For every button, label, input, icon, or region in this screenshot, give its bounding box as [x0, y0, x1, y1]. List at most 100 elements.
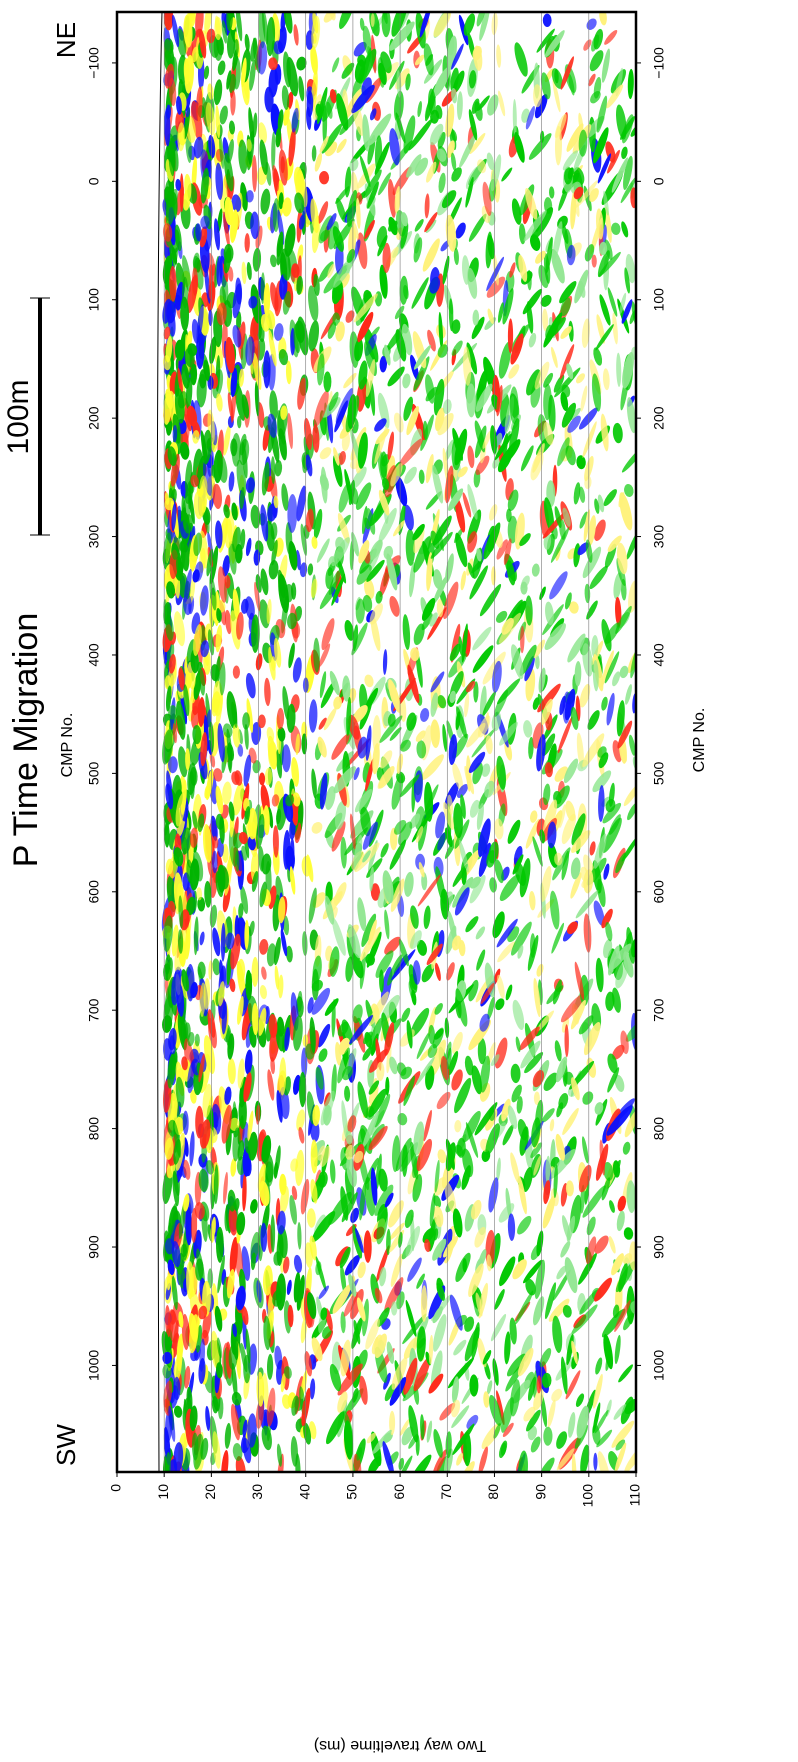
seismic-wavelet	[468, 751, 486, 774]
seismic-wavelet	[318, 201, 329, 224]
seismic-wavelet	[556, 1448, 575, 1471]
seismic-wavelet	[536, 28, 555, 53]
seismic-wavelet	[203, 65, 210, 80]
seismic-wavelet	[604, 29, 618, 45]
seismic-wavelet	[319, 772, 328, 810]
seismic-wavelet	[178, 1311, 184, 1328]
seismic-wavelet	[621, 114, 634, 144]
seismic-wavelet	[389, 1410, 396, 1436]
seismic-wavelet	[595, 324, 614, 351]
seismic-wavelet	[316, 538, 330, 563]
seismic-wavelet	[203, 359, 210, 381]
seismic-wavelet	[380, 843, 389, 858]
seismic-wavelet	[389, 839, 407, 870]
seismic-wavelet	[244, 1137, 250, 1154]
seismic-wavelet	[175, 1076, 185, 1108]
seismic-wavelet	[453, 527, 464, 544]
seismic-wavelet	[533, 84, 542, 108]
seismic-wavelet	[241, 394, 250, 419]
seismic-wavelet	[423, 905, 431, 930]
seismic-wavelet	[539, 130, 545, 143]
seismic-wavelet	[591, 635, 599, 658]
seismic-wavelet	[588, 73, 596, 87]
seismic-wavelet	[485, 231, 493, 269]
seismic-wavelet	[625, 684, 632, 705]
seismic-wavelet	[493, 689, 509, 717]
seismic-wavelet	[252, 247, 262, 272]
seismic-wavelet	[584, 244, 595, 262]
seismic-wavelet	[508, 364, 520, 379]
seismic-wavelet	[451, 935, 462, 951]
seismic-wavelet	[348, 1273, 357, 1297]
seismic-wavelet	[507, 1213, 516, 1241]
y-axis-label: Two way traveltime (ms)	[314, 1737, 486, 1754]
seismic-wavelet	[310, 44, 318, 75]
seismic-wavelet	[377, 392, 390, 429]
seismic-wavelet	[286, 703, 296, 733]
seismic-wavelet	[389, 727, 402, 741]
seismic-wavelet	[411, 989, 417, 1006]
seismic-wavelet	[614, 1074, 625, 1092]
seismic-wavelet	[595, 208, 604, 240]
seismic-wavelet	[183, 684, 190, 717]
seismic-wavelet	[294, 192, 305, 214]
seismic-wavelet	[185, 459, 193, 497]
seismic-wavelet	[561, 222, 569, 244]
seismic-wavelet	[280, 248, 291, 281]
seismic-wavelet	[378, 1168, 388, 1192]
seismic-wavelet	[329, 1159, 336, 1184]
seismic-wavelet	[496, 385, 503, 417]
seismic-wavelet	[601, 48, 611, 83]
seismic-wavelet	[340, 1311, 346, 1334]
seismic-wavelet	[607, 1067, 620, 1093]
seismic-wavelet	[331, 537, 350, 567]
seismic-wavelet	[495, 998, 505, 1011]
x-tick-label: 700	[86, 998, 102, 1022]
seismic-wavelet	[186, 1261, 194, 1300]
seismic-wavelet	[580, 1444, 590, 1472]
seismic-wavelet	[272, 1289, 283, 1307]
seismic-wavelet	[458, 839, 469, 873]
seismic-wavelet	[424, 1238, 431, 1253]
seismic-wavelet	[519, 533, 531, 547]
seismic-wavelet	[569, 601, 579, 614]
seismic-wavelet	[376, 1061, 385, 1082]
seismic-wavelet	[279, 1173, 287, 1196]
seismic-wavelet	[413, 345, 431, 370]
seismic-wavelet	[620, 1030, 629, 1055]
x-tick-label: 400	[651, 643, 667, 667]
seismic-wavelet	[288, 642, 295, 669]
seismic-wavelet	[184, 1365, 191, 1389]
seismic-wavelet	[331, 999, 336, 1038]
seismic-wavelet	[321, 618, 335, 651]
seismic-wavelet	[462, 492, 472, 518]
seismic-wavelet	[237, 1140, 245, 1161]
seismic-wavelet	[433, 574, 449, 604]
seismic-wavelet	[362, 1046, 373, 1061]
seismic-wavelet	[597, 878, 606, 908]
seismic-wavelet	[399, 739, 411, 752]
seismic-wavelet	[227, 1033, 235, 1060]
seismic-wavelet	[420, 1285, 428, 1322]
seismic-wavelet	[379, 715, 403, 743]
seismic-wavelet	[382, 242, 391, 273]
seismic-wavelet	[554, 69, 559, 84]
y-tick-label: 50	[344, 1484, 360, 1500]
seismic-wavelet	[336, 138, 347, 154]
seismic-wavelet	[274, 323, 284, 341]
seismic-wavelet	[603, 1333, 614, 1370]
seismic-wavelet	[492, 911, 505, 939]
seismic-wavelet	[468, 70, 477, 89]
seismic-wavelet	[198, 667, 206, 696]
seismic-wavelet	[246, 262, 252, 280]
seismic-wavelet	[442, 723, 448, 753]
seismic-wavelet	[229, 978, 236, 993]
seismic-wavelet	[276, 1028, 285, 1052]
seismic-wavelet	[424, 211, 438, 233]
seismic-wavelet	[451, 1031, 463, 1054]
seismic-wavelet	[215, 162, 224, 200]
seismic-wavelet	[200, 215, 210, 229]
seismic-wavelet	[403, 115, 416, 154]
seismic-wavelet	[237, 744, 244, 757]
seismic-wavelet	[536, 1010, 555, 1032]
